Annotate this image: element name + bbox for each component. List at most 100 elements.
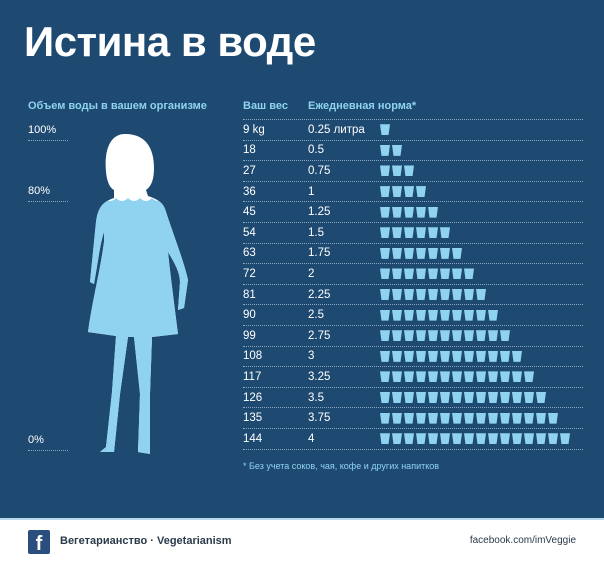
glass-icon xyxy=(464,268,474,280)
glasses-bar xyxy=(380,268,474,280)
glass-icon xyxy=(476,309,486,321)
glass-icon xyxy=(548,433,558,445)
norm-cell: 3.25 xyxy=(308,370,331,383)
glass-icon xyxy=(536,433,546,445)
glass-icon xyxy=(380,165,390,177)
glass-icon xyxy=(404,186,414,198)
glass-icon xyxy=(428,412,438,424)
weight-cell: 108 xyxy=(243,350,263,363)
weight-cell: 54 xyxy=(243,226,256,239)
glass-icon xyxy=(452,268,462,280)
glass-icon xyxy=(404,268,414,280)
weight-cell: 90 xyxy=(243,309,256,322)
glass-icon xyxy=(392,268,402,280)
table-row: 144 4 xyxy=(243,429,583,450)
weight-cell: 72 xyxy=(243,267,256,280)
glass-icon xyxy=(392,350,402,362)
glass-icon xyxy=(392,392,402,404)
glass-icon xyxy=(428,227,438,239)
glass-icon xyxy=(404,350,414,362)
facebook-icon[interactable]: f xyxy=(28,530,50,555)
glass-icon xyxy=(476,392,486,404)
weight-cell: 144 xyxy=(243,432,263,445)
glass-icon xyxy=(488,309,498,321)
glass-icon xyxy=(392,289,402,301)
glass-icon xyxy=(476,412,486,424)
glass-icon xyxy=(428,392,438,404)
glass-icon xyxy=(524,433,534,445)
glass-icon xyxy=(380,206,390,218)
glass-icon xyxy=(380,371,390,383)
glass-icon xyxy=(476,371,486,383)
glass-icon xyxy=(416,186,426,198)
weight-cell: 36 xyxy=(243,185,256,198)
glasses-bar xyxy=(380,330,510,342)
table-row: 126 3.5 xyxy=(243,388,583,409)
table-row: 45 1.25 xyxy=(243,202,583,223)
weight-cell: 27 xyxy=(243,164,256,177)
glass-icon xyxy=(440,371,450,383)
page-title: Истина в воде xyxy=(24,18,316,65)
table-row: 99 2.75 xyxy=(243,326,583,347)
table-row: 81 2.25 xyxy=(243,285,583,306)
glass-icon xyxy=(428,433,438,445)
glass-icon xyxy=(452,412,462,424)
glass-icon xyxy=(392,309,402,321)
glasses-bar xyxy=(380,144,402,156)
glass-icon xyxy=(476,330,486,342)
glass-icon xyxy=(452,433,462,445)
glass-icon xyxy=(416,309,426,321)
glass-icon xyxy=(488,350,498,362)
glass-icon xyxy=(464,309,474,321)
glass-icon xyxy=(512,371,522,383)
norm-cell: 4 xyxy=(308,432,315,445)
glass-icon xyxy=(392,206,402,218)
glass-icon xyxy=(416,330,426,342)
glass-icon xyxy=(404,330,414,342)
glass-icon xyxy=(380,227,390,239)
table-row: 72 2 xyxy=(243,264,583,285)
glasses-bar xyxy=(380,350,522,362)
glass-icon xyxy=(440,268,450,280)
glass-icon xyxy=(452,392,462,404)
glass-icon xyxy=(452,309,462,321)
glass-icon xyxy=(440,289,450,301)
glass-icon xyxy=(440,247,450,259)
glass-icon xyxy=(380,433,390,445)
glasses-bar xyxy=(380,392,546,404)
glasses-bar xyxy=(380,412,558,424)
footer: f Вегетарианство · Vegetarianism faceboo… xyxy=(0,518,604,563)
glass-icon xyxy=(440,350,450,362)
glass-icon xyxy=(488,433,498,445)
glass-icon xyxy=(440,392,450,404)
glass-icon xyxy=(512,392,522,404)
facebook-link[interactable]: facebook.com/imVeggie xyxy=(469,535,576,546)
glass-icon xyxy=(380,289,390,301)
glass-icon xyxy=(392,412,402,424)
glass-icon xyxy=(380,268,390,280)
weight-cell: 45 xyxy=(243,206,256,219)
glass-icon xyxy=(428,330,438,342)
norm-cell: 0.75 xyxy=(308,164,331,177)
glass-icon xyxy=(404,412,414,424)
table-row: 36 1 xyxy=(243,182,583,203)
weight-cell: 81 xyxy=(243,288,256,301)
table-row: 90 2.5 xyxy=(243,305,583,326)
glass-icon xyxy=(416,392,426,404)
water-volume-heading: Объем воды в вашем организме xyxy=(28,100,207,112)
glass-icon xyxy=(500,350,510,362)
norm-cell: 3.75 xyxy=(308,412,331,425)
weight-cell: 135 xyxy=(243,412,263,425)
glass-icon xyxy=(428,268,438,280)
glass-icon xyxy=(404,433,414,445)
glass-icon xyxy=(524,412,534,424)
glass-icon xyxy=(464,371,474,383)
glass-icon xyxy=(476,289,486,301)
norm-cell: 2.75 xyxy=(308,329,331,342)
level-80: 80% xyxy=(28,185,68,202)
glass-icon xyxy=(416,268,426,280)
glass-icon xyxy=(464,392,474,404)
glass-icon xyxy=(512,412,522,424)
glass-icon xyxy=(380,350,390,362)
glass-icon xyxy=(416,247,426,259)
